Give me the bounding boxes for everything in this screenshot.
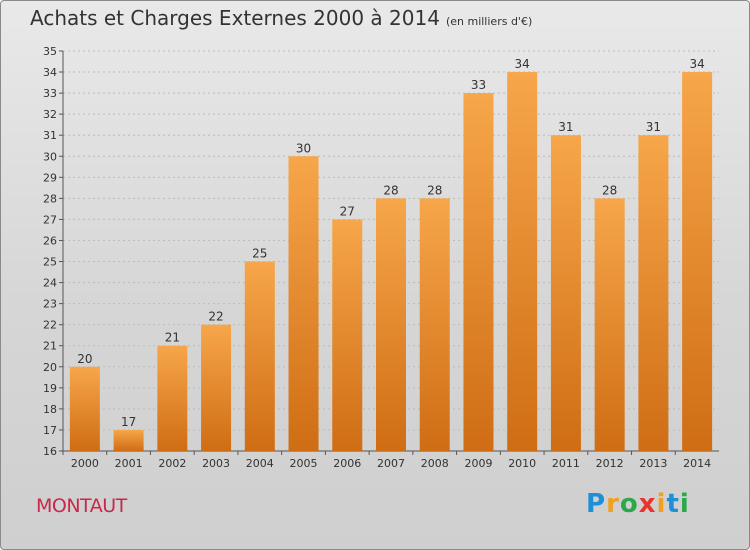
y-tick-label: 32 <box>43 108 57 121</box>
data-label: 21 <box>165 331 180 345</box>
x-tick-label: 2009 <box>464 457 492 470</box>
bar-2004 <box>244 261 275 451</box>
logo-letter: i <box>679 489 690 519</box>
chart-title: Achats et Charges Externes 2000 à 2014 (e… <box>30 6 532 30</box>
x-tick-label: 2004 <box>246 457 274 470</box>
title-text: Achats et Charges Externes 2000 à 2014 <box>30 6 440 30</box>
y-tick-label: 29 <box>43 171 57 184</box>
y-tick-label: 24 <box>43 277 57 290</box>
data-label: 33 <box>471 78 486 92</box>
bar-2003 <box>201 324 232 451</box>
logo-letter: r <box>606 489 620 519</box>
x-tick-label: 2013 <box>639 457 667 470</box>
y-tick-label: 23 <box>43 298 57 311</box>
y-tick-label: 33 <box>43 87 57 100</box>
y-tick-label: 20 <box>43 361 57 374</box>
x-tick-label: 2000 <box>71 457 99 470</box>
y-tick-labels: 16 17 18 19 20 21 22 23 24 25 26 27 28 29 30 31 32 33 34 35 <box>43 45 57 458</box>
proxiti-logo[interactable]: Proxiti <box>586 489 690 519</box>
data-labels: 20 17 21 22 25 30 27 28 28 33 34 31 28 31 34 <box>77 57 705 429</box>
x-tick-label: 2012 <box>596 457 624 470</box>
bar-2010 <box>507 72 538 451</box>
data-label: 28 <box>427 183 442 197</box>
y-tick-label: 17 <box>43 424 57 437</box>
bars <box>69 72 713 452</box>
data-label: 31 <box>646 120 661 134</box>
y-tick-label: 34 <box>43 66 57 79</box>
data-label: 34 <box>515 57 530 71</box>
bar-2013 <box>638 135 669 452</box>
y-tick-label: 27 <box>43 213 57 226</box>
bar-2011 <box>550 135 581 452</box>
city-name: MONTAUT <box>36 495 127 517</box>
bar-2005 <box>288 156 319 451</box>
y-tick-label: 35 <box>43 45 57 58</box>
bar-2009 <box>463 93 494 452</box>
bar-2001 <box>113 429 144 451</box>
bar-2006 <box>332 219 363 451</box>
x-tick-label: 2006 <box>333 457 361 470</box>
x-tick-label: 2001 <box>115 457 143 470</box>
data-label: 30 <box>296 141 311 155</box>
y-tick-label: 22 <box>43 319 57 332</box>
x-tick-label: 2007 <box>377 457 405 470</box>
bar-2008 <box>419 198 450 451</box>
y-tick-label: 19 <box>43 382 57 395</box>
y-tick-label: 18 <box>43 403 57 416</box>
x-tick-labels: 2000 2001 2002 2003 2004 2005 2006 2007 2008 2009… <box>71 457 711 470</box>
y-tick-label: 28 <box>43 192 57 205</box>
x-tick-label: 2014 <box>683 457 711 470</box>
data-label: 34 <box>689 57 704 71</box>
bar-2014 <box>682 72 713 451</box>
y-tick-label: 25 <box>43 256 57 269</box>
logo-letter: i <box>656 489 667 519</box>
x-tick-label: 2011 <box>552 457 580 470</box>
y-tick-label: 21 <box>43 340 57 353</box>
y-tick-label: 16 <box>43 445 57 458</box>
logo-letter: o <box>619 489 639 519</box>
data-label: 28 <box>383 183 398 197</box>
y-tick-label: 26 <box>43 234 57 247</box>
y-tick-label: 30 <box>43 150 57 163</box>
bar-2007 <box>376 198 406 451</box>
x-tick-label: 2010 <box>508 457 536 470</box>
data-label: 28 <box>602 183 617 197</box>
x-tick-label: 2005 <box>290 457 318 470</box>
data-label: 31 <box>558 120 573 134</box>
data-label: 27 <box>340 204 355 218</box>
data-label: 20 <box>77 352 92 366</box>
data-label: 17 <box>121 415 136 429</box>
bar-2002 <box>157 345 188 451</box>
title-unit: (en milliers d'€) <box>445 15 533 28</box>
data-label: 25 <box>252 247 267 261</box>
logo-letter: x <box>638 489 657 519</box>
logo-letter: t <box>666 489 680 519</box>
bar-2012 <box>594 198 625 451</box>
x-tick-label: 2003 <box>202 457 230 470</box>
x-tick-label: 2008 <box>421 457 449 470</box>
data-label: 22 <box>208 310 223 324</box>
x-tick-label: 2002 <box>158 457 186 470</box>
bar-2000 <box>69 366 100 451</box>
y-tick-label: 31 <box>43 129 57 142</box>
logo-letter: P <box>586 489 607 519</box>
